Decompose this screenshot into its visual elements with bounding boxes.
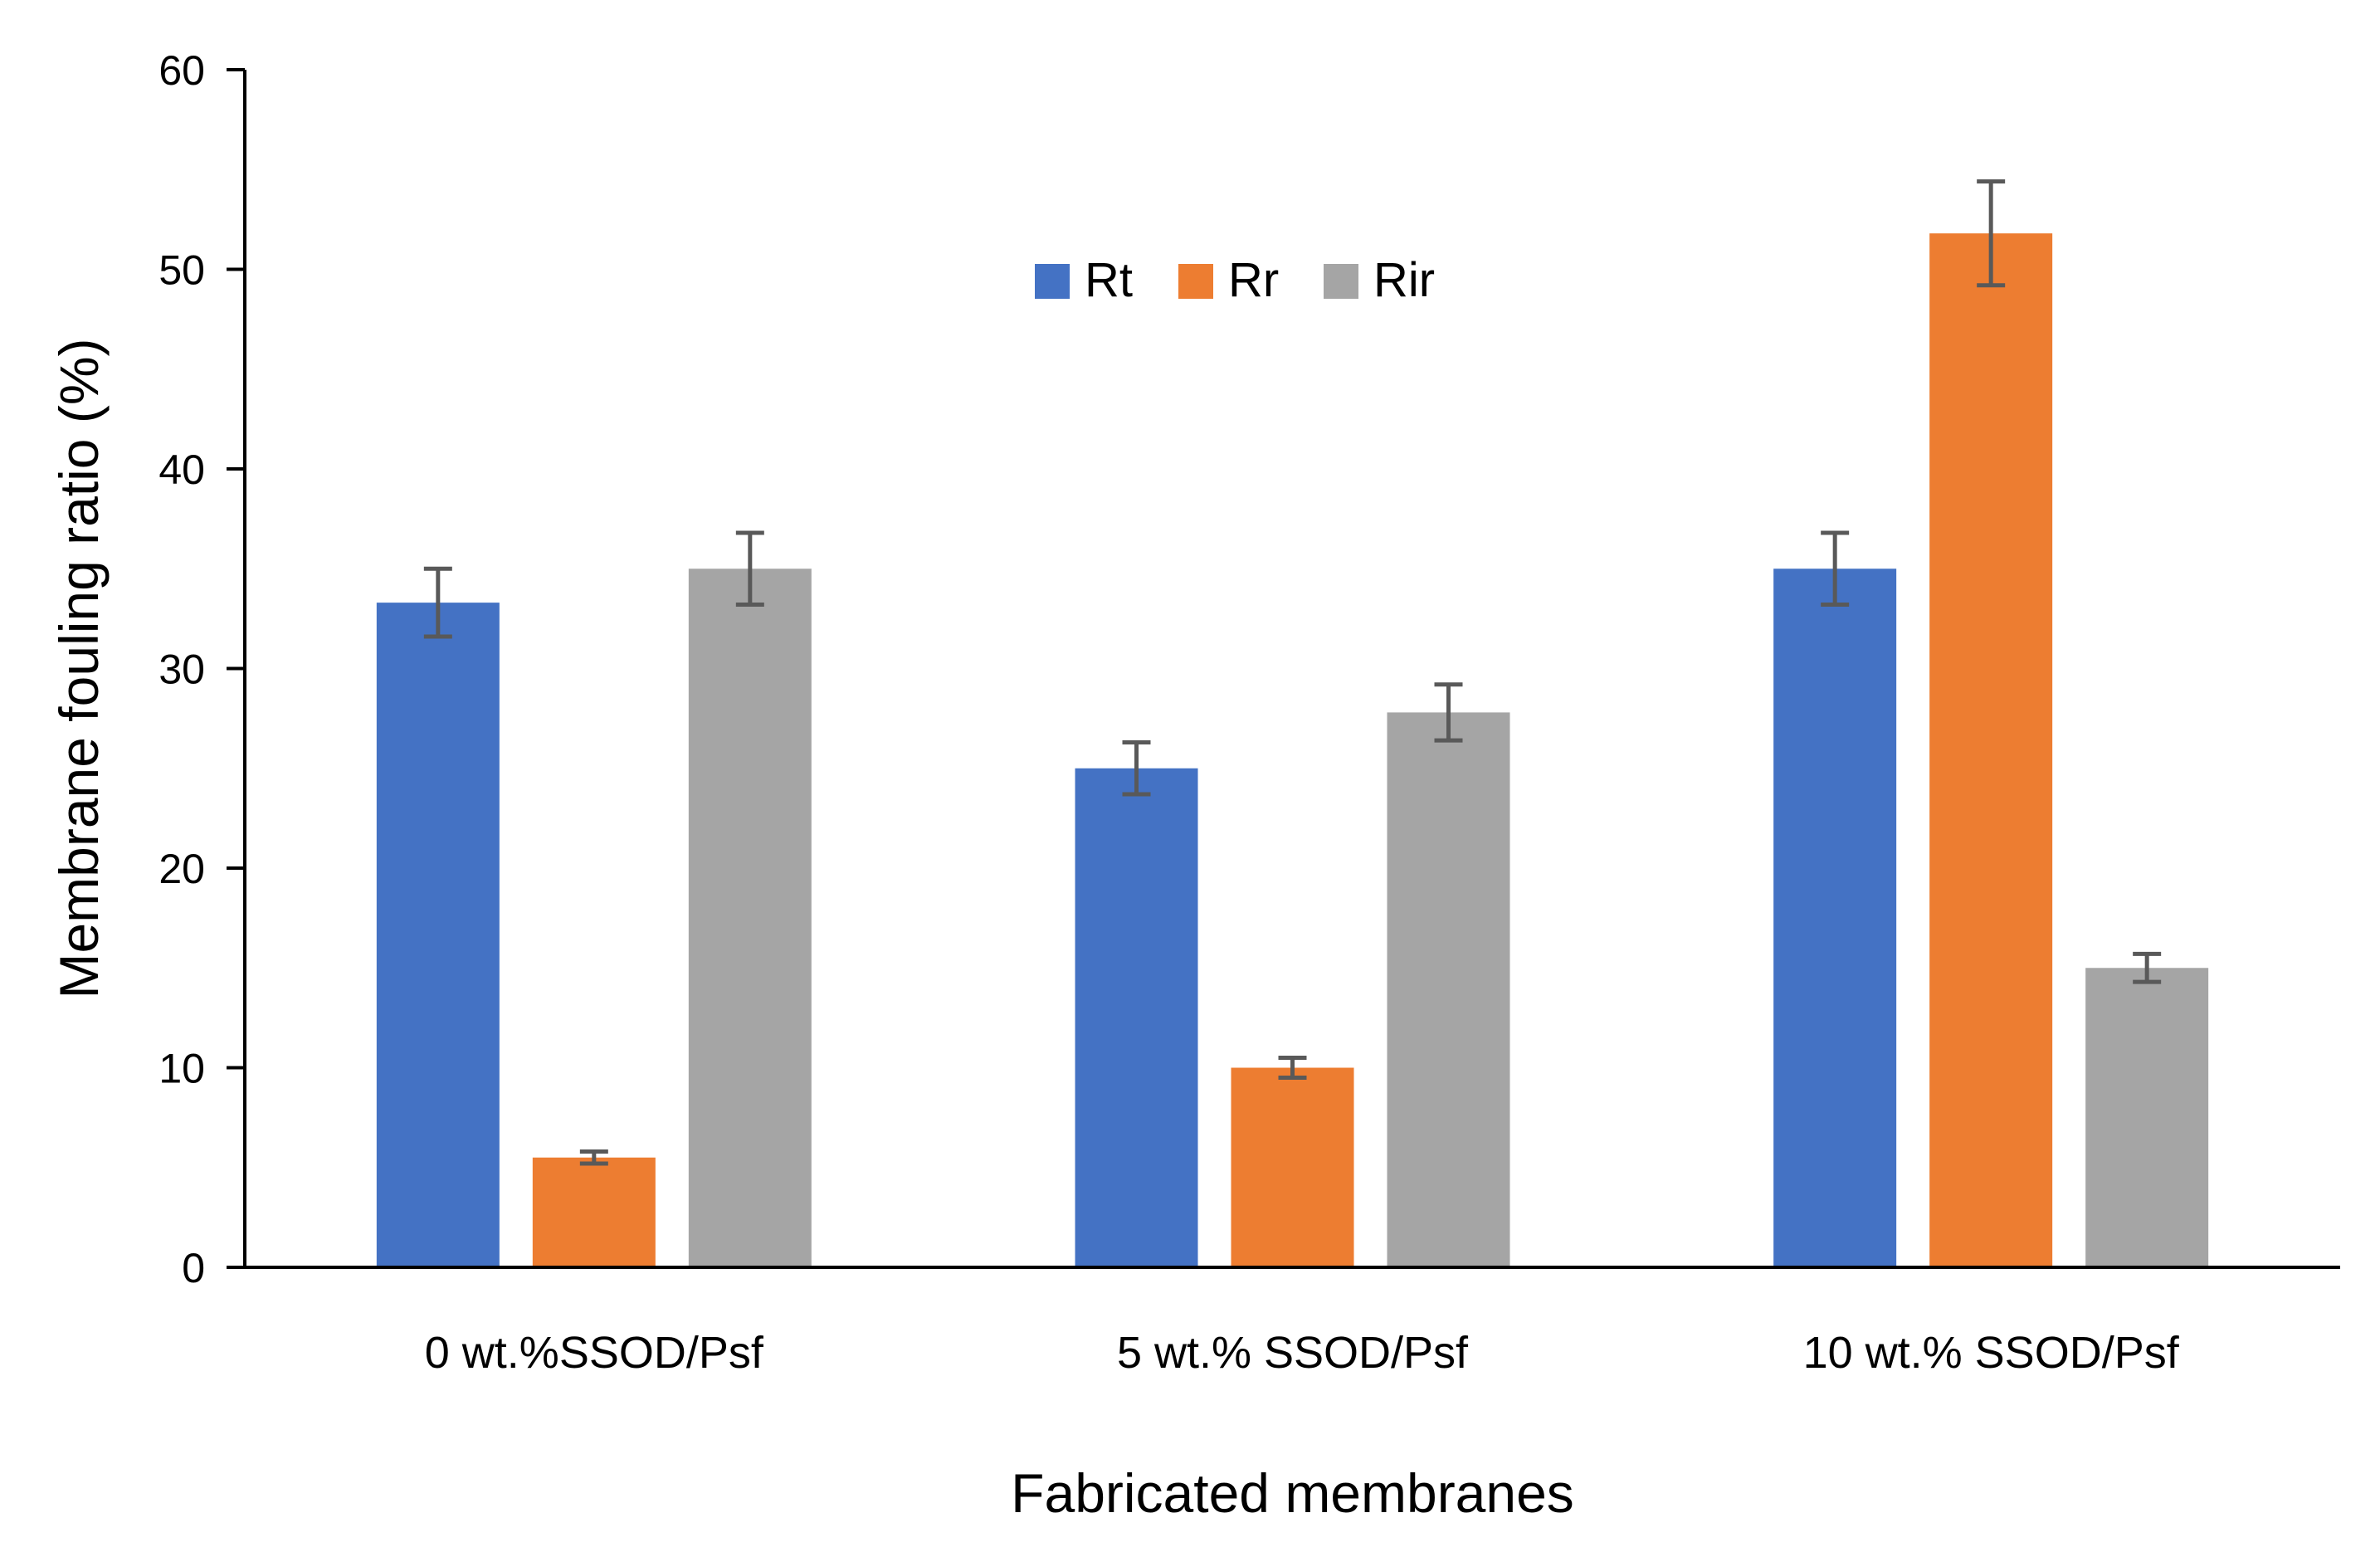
y-tick-label: 30 xyxy=(159,647,205,693)
error-bar-rr-3 xyxy=(1977,179,2006,288)
bar-rir-3 xyxy=(2085,968,2209,1267)
y-tick-label: 0 xyxy=(182,1245,205,1291)
y-tick-label: 50 xyxy=(159,247,205,294)
y-tick-label: 10 xyxy=(159,1046,205,1092)
legend-label: Rt xyxy=(1085,253,1133,307)
error-bar-rir-1 xyxy=(735,530,764,608)
x-tick-label: 0 wt.%SSOD/Psf xyxy=(425,1328,764,1378)
error-bar-rt-2 xyxy=(1122,739,1151,797)
error-bar-rir-3 xyxy=(2133,951,2162,984)
legend-item-rt: Rt xyxy=(1035,253,1133,307)
bar-rr-3 xyxy=(1929,233,2053,1268)
error-bar-rt-3 xyxy=(1821,530,1850,608)
bar-rt-1 xyxy=(376,603,500,1267)
bar-rir-2 xyxy=(1387,712,1510,1267)
legend: Rt Rr Rir xyxy=(1035,253,1435,307)
x-tick-label: 10 wt.% SSOD/Psf xyxy=(1803,1328,2180,1378)
x-tick-label: 5 wt.% SSOD/Psf xyxy=(1117,1328,1469,1378)
bar-rr-1 xyxy=(532,1157,656,1267)
legend-swatch xyxy=(1178,264,1213,299)
error-bar-rir-2 xyxy=(1434,682,1463,743)
legend-item-rr: Rr xyxy=(1178,253,1279,307)
x-category-labels: 0 wt.%SSOD/Psf 5 wt.% SSOD/Psf 10 wt.% SSO… xyxy=(425,1328,2180,1378)
bar-rir-1 xyxy=(688,569,812,1267)
bar-rr-2 xyxy=(1231,1067,1354,1267)
y-axis-title: Membrane fouling ratio (%) xyxy=(48,339,110,999)
y-tick-label: 40 xyxy=(159,447,205,493)
bar-rt-2 xyxy=(1075,768,1198,1267)
legend-label: Rir xyxy=(1373,253,1435,307)
legend-item-rir: Rir xyxy=(1324,253,1435,307)
x-axis-title: Fabricated membranes xyxy=(1011,1462,1574,1524)
error-bar-rr-2 xyxy=(1278,1055,1307,1081)
bars-layer xyxy=(376,233,2209,1268)
y-tick-label: 20 xyxy=(159,846,205,892)
legend-swatch xyxy=(1324,264,1358,299)
error-bar-rr-1 xyxy=(579,1149,608,1166)
y-tick-label: 60 xyxy=(159,47,205,94)
y-ticks-layer: 0 10 20 30 40 50 60 xyxy=(159,47,245,1291)
error-bar-rt-1 xyxy=(423,566,452,639)
legend-label: Rr xyxy=(1228,253,1279,307)
bar-rt-3 xyxy=(1773,569,1897,1267)
error-bars-layer xyxy=(423,179,2162,1166)
legend-swatch xyxy=(1035,264,1070,299)
